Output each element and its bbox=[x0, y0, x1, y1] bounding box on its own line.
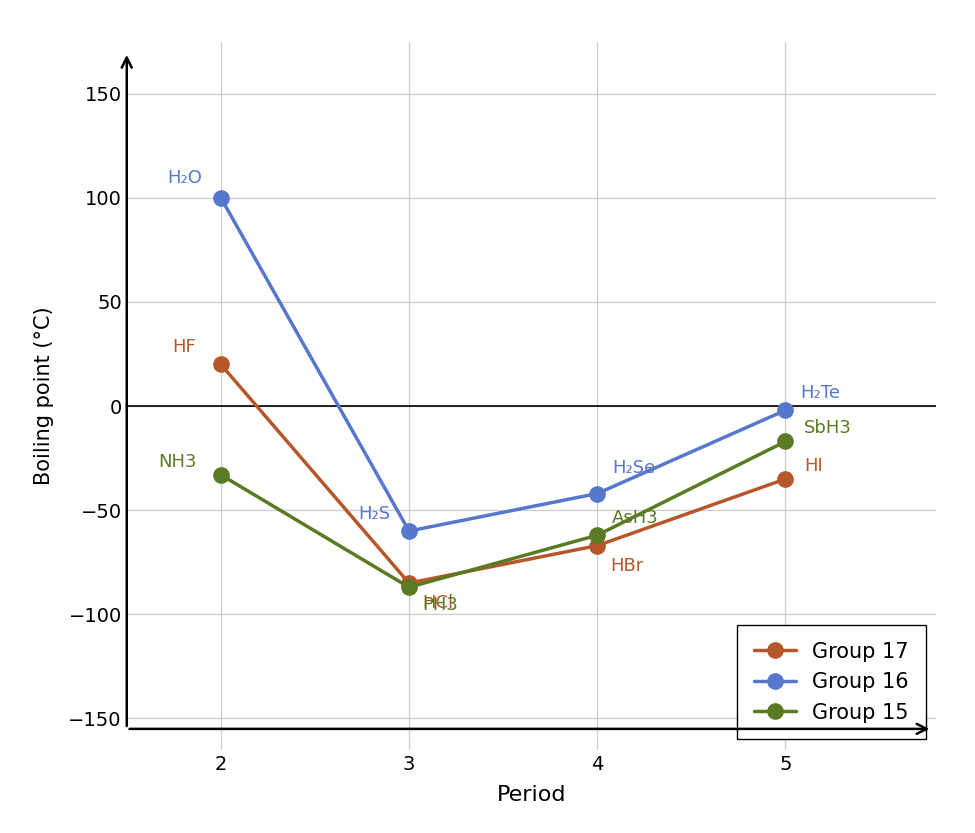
Text: H₂Te: H₂Te bbox=[800, 384, 840, 402]
Group 15 bbox=[780, 436, 792, 446]
Line: Group 17: Group 17 bbox=[214, 357, 793, 591]
Text: NH3: NH3 bbox=[158, 452, 196, 471]
Text: HCl: HCl bbox=[422, 594, 453, 612]
Group 17 bbox=[404, 578, 415, 588]
Group 17 bbox=[592, 541, 604, 551]
Group 16 bbox=[215, 193, 227, 203]
Text: HBr: HBr bbox=[610, 556, 644, 575]
Text: H₂O: H₂O bbox=[167, 169, 202, 187]
Group 16 bbox=[404, 526, 415, 536]
Text: PH3: PH3 bbox=[422, 596, 458, 615]
Group 17 bbox=[780, 474, 792, 484]
Group 16 bbox=[780, 406, 792, 416]
Line: Group 15: Group 15 bbox=[214, 434, 793, 595]
Text: AsH3: AsH3 bbox=[612, 509, 659, 527]
Text: HF: HF bbox=[173, 338, 196, 357]
Text: H₂Se: H₂Se bbox=[612, 459, 655, 477]
Group 16 bbox=[592, 489, 604, 499]
Group 15 bbox=[215, 470, 227, 480]
Group 17 bbox=[215, 360, 227, 370]
Line: Group 16: Group 16 bbox=[214, 190, 793, 539]
Legend: Group 17, Group 16, Group 15: Group 17, Group 16, Group 15 bbox=[737, 625, 925, 739]
Text: SbH3: SbH3 bbox=[804, 419, 852, 437]
Y-axis label: Boiling point (°C): Boiling point (°C) bbox=[34, 307, 55, 485]
Group 15 bbox=[592, 531, 604, 541]
Text: H₂S: H₂S bbox=[358, 505, 390, 523]
Group 15 bbox=[404, 582, 415, 592]
Text: HI: HI bbox=[804, 456, 823, 475]
X-axis label: Period: Period bbox=[496, 785, 566, 805]
